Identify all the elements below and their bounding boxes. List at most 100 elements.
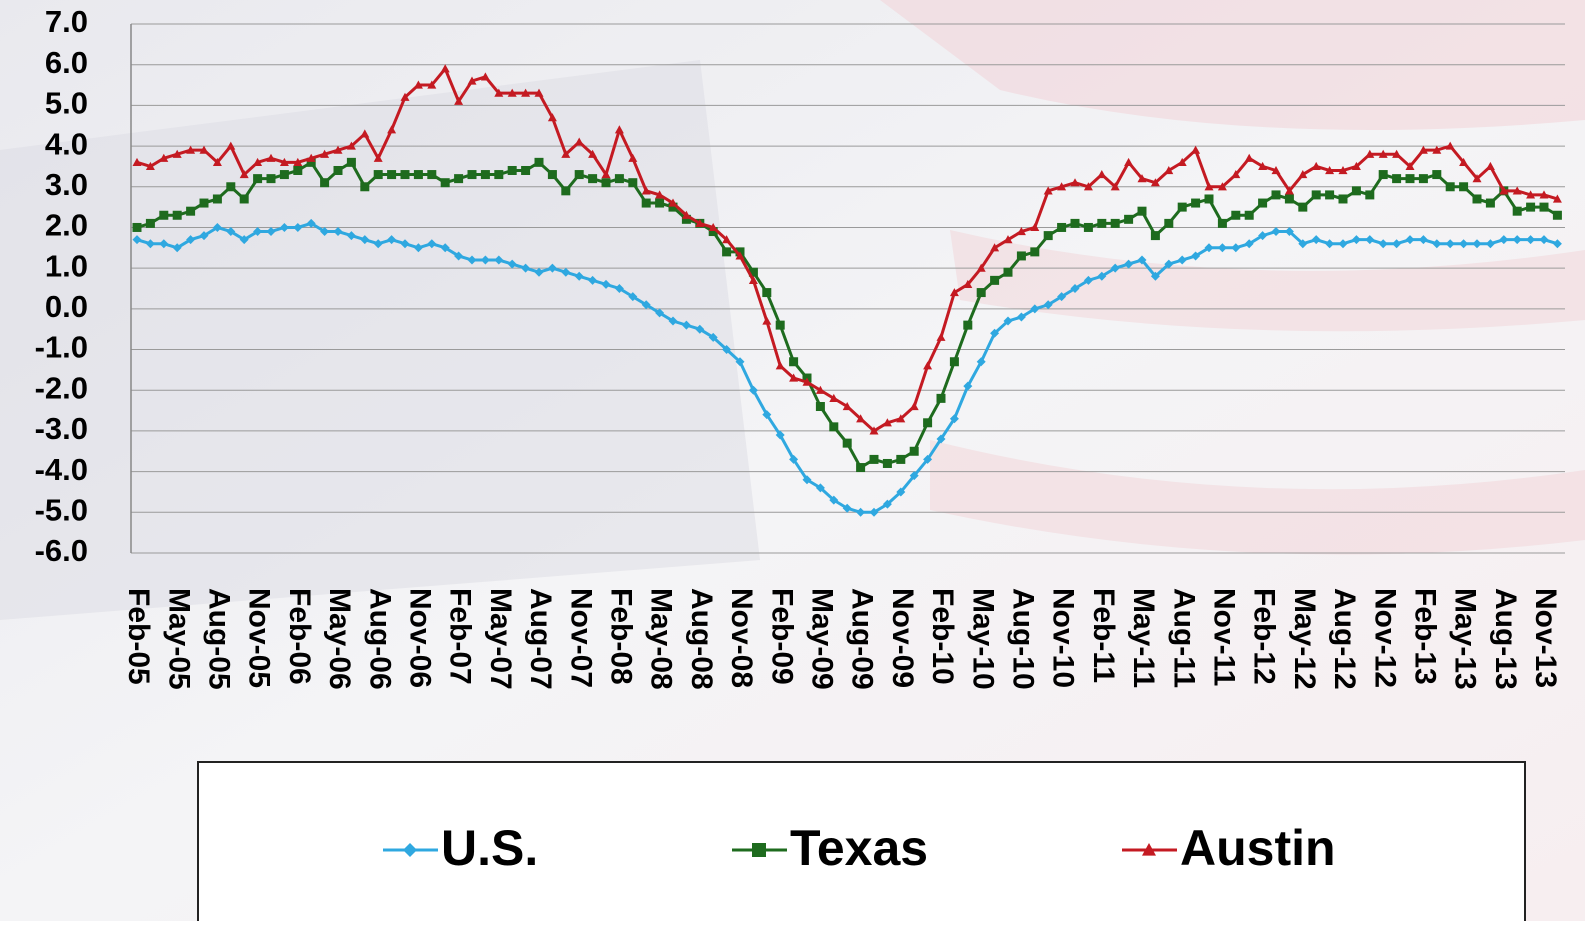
point (1539, 235, 1549, 245)
point (1177, 157, 1187, 166)
point (882, 458, 892, 468)
point (1284, 186, 1294, 195)
plot (132, 64, 1562, 517)
point (266, 153, 276, 162)
point (1110, 263, 1120, 273)
point (752, 843, 766, 857)
point (1526, 202, 1536, 212)
point (346, 231, 356, 241)
point (1016, 312, 1026, 322)
point (628, 292, 638, 302)
x-tick-label: Nov-08 (725, 588, 758, 688)
point (1485, 198, 1495, 208)
point (346, 157, 356, 167)
point (896, 414, 906, 423)
point (1311, 235, 1321, 245)
point (1325, 165, 1335, 175)
x-tick-label: May-09 (805, 588, 838, 690)
point (534, 267, 544, 277)
point (547, 263, 557, 273)
y-tick-label: 1.0 (45, 248, 88, 283)
point (641, 186, 651, 195)
point (1150, 178, 1160, 187)
point (949, 357, 959, 367)
point (1258, 161, 1268, 171)
point (1459, 239, 1469, 249)
point (1405, 174, 1415, 184)
point (1137, 255, 1147, 265)
point (815, 483, 825, 493)
point (400, 239, 410, 249)
point (574, 271, 584, 281)
point (909, 402, 919, 411)
point (279, 222, 289, 232)
y-tick-label: 0.0 (45, 289, 88, 324)
point (494, 88, 504, 97)
point (186, 206, 196, 216)
point (145, 161, 155, 171)
point (186, 145, 196, 154)
y-tick-label: 6.0 (45, 45, 88, 80)
point (668, 198, 678, 207)
point (239, 170, 249, 179)
point (829, 393, 839, 402)
point (1070, 218, 1080, 228)
point (1459, 157, 1469, 166)
point (775, 361, 785, 370)
point (856, 414, 866, 423)
point (949, 288, 959, 297)
point (1244, 239, 1254, 249)
x-tick-label: Nov-13 (1529, 588, 1562, 688)
point (293, 222, 303, 232)
x-tick-label: Feb-12 (1248, 588, 1281, 685)
point (1003, 235, 1013, 244)
point (990, 243, 1000, 252)
y-tick-label: 4.0 (45, 126, 88, 161)
point (681, 214, 691, 224)
point (212, 194, 222, 204)
grid (131, 23, 1565, 554)
point (1204, 194, 1214, 204)
point (480, 170, 490, 180)
point (1057, 182, 1067, 191)
point (842, 503, 852, 513)
point (360, 182, 370, 192)
point (1258, 231, 1268, 241)
point (1137, 206, 1147, 216)
point (588, 275, 598, 285)
point (1204, 182, 1214, 191)
point (266, 227, 276, 237)
point (695, 324, 705, 334)
point (561, 267, 571, 277)
point (1057, 222, 1067, 232)
point (1512, 235, 1522, 245)
point (1392, 174, 1402, 184)
point (1298, 202, 1308, 212)
point (614, 284, 624, 293)
point (1191, 145, 1201, 154)
point (829, 422, 839, 432)
point (360, 129, 370, 138)
x-tick-label: Nov-10 (1047, 588, 1080, 688)
y-tick-label: -4.0 (35, 452, 88, 487)
point (172, 210, 182, 220)
point (936, 434, 946, 444)
x-tick-label: Feb-11 (1087, 588, 1120, 683)
point (1311, 161, 1321, 171)
point (748, 267, 758, 277)
point (1378, 170, 1388, 180)
point (1405, 161, 1415, 171)
point (145, 239, 155, 249)
point (1445, 239, 1455, 249)
point (1231, 243, 1241, 253)
point (521, 165, 531, 175)
point (346, 141, 356, 150)
point (1351, 235, 1361, 245)
point (1097, 218, 1107, 228)
point (226, 141, 236, 150)
point (1472, 194, 1482, 204)
point (1244, 153, 1254, 162)
point (199, 198, 209, 208)
point (1124, 157, 1134, 166)
y-tick-label: -5.0 (35, 492, 88, 527)
